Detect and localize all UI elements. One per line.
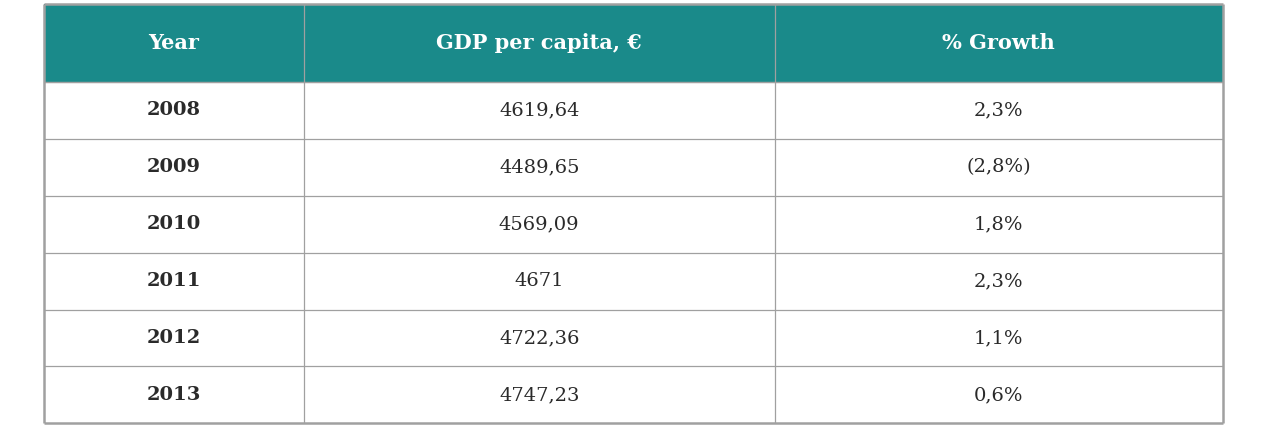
Text: 1,1%: 1,1% <box>974 329 1024 347</box>
Text: 2010: 2010 <box>147 215 201 233</box>
Text: GDP per capita, €: GDP per capita, € <box>436 33 642 53</box>
Text: 4671: 4671 <box>514 272 564 290</box>
Bar <box>304 82 775 139</box>
Bar <box>304 4 775 82</box>
Bar <box>304 310 775 366</box>
Text: 2013: 2013 <box>147 386 201 404</box>
Bar <box>304 139 775 196</box>
Bar <box>775 366 1223 423</box>
Bar <box>775 4 1223 82</box>
Text: 4569,09: 4569,09 <box>499 215 579 233</box>
Text: 4722,36: 4722,36 <box>499 329 579 347</box>
Bar <box>775 310 1223 366</box>
Bar <box>44 366 304 423</box>
Bar <box>44 4 304 82</box>
Text: 2008: 2008 <box>147 101 201 120</box>
Bar <box>44 310 304 366</box>
Bar <box>775 139 1223 196</box>
Text: (2,8%): (2,8%) <box>967 158 1031 176</box>
Text: 4489,65: 4489,65 <box>499 158 579 176</box>
Text: 2012: 2012 <box>147 329 201 347</box>
Bar <box>304 253 775 310</box>
Bar <box>775 253 1223 310</box>
Text: 2011: 2011 <box>147 272 201 290</box>
Bar <box>304 196 775 253</box>
Text: Year: Year <box>148 33 199 53</box>
Text: 2009: 2009 <box>147 158 201 176</box>
Bar <box>304 366 775 423</box>
Text: 1,8%: 1,8% <box>974 215 1024 233</box>
Text: 4747,23: 4747,23 <box>499 386 579 404</box>
Text: 2,3%: 2,3% <box>974 101 1024 120</box>
Bar <box>775 82 1223 139</box>
Bar <box>44 196 304 253</box>
Bar <box>44 82 304 139</box>
Bar <box>44 253 304 310</box>
Text: 4619,64: 4619,64 <box>499 101 579 120</box>
Text: 0,6%: 0,6% <box>974 386 1024 404</box>
Text: % Growth: % Growth <box>943 33 1055 53</box>
Bar <box>44 139 304 196</box>
Bar <box>775 196 1223 253</box>
Text: 2,3%: 2,3% <box>974 272 1024 290</box>
